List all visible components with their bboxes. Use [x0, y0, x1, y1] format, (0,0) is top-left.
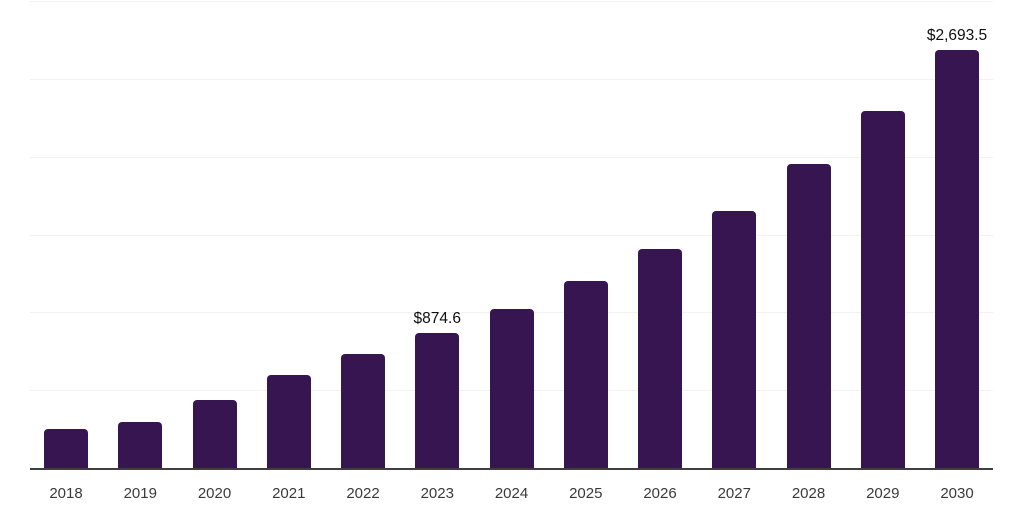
gridline-3000	[30, 1, 993, 2]
bar-slot-2029	[860, 2, 905, 469]
x-axis-tick-labels: 2018 2019 2020 2021 2022 2023 2024 2025 2026 2027…	[44, 482, 979, 506]
xtick-label-2018: 2018	[49, 485, 83, 502]
xtick-label-2029: 2029	[866, 485, 900, 502]
xtick-slot-2026: 2026	[638, 482, 682, 506]
bar-slot-2030: $2,693.5	[927, 2, 987, 469]
xtick-label-2023: 2023	[420, 485, 454, 502]
xtick-label-2028: 2028	[791, 485, 826, 502]
bar-slot-2022	[341, 2, 385, 469]
bar-2022[interactable]	[341, 354, 385, 469]
gridline-1500	[30, 234, 993, 236]
bar-2025[interactable]	[563, 281, 608, 469]
gridline-2500	[30, 78, 993, 80]
xtick-slot-2025: 2025	[564, 482, 608, 506]
data-label-2030: $2,693.5	[926, 27, 988, 45]
bar-2018[interactable]	[44, 429, 88, 469]
bar-slot-2026	[638, 2, 682, 469]
xtick-label-2019: 2019	[123, 485, 157, 502]
bar-2020[interactable]	[192, 400, 237, 469]
xtick-slot-2022: 2022	[341, 482, 385, 506]
xtick-label-2022: 2022	[346, 485, 380, 502]
bar-2024[interactable]	[489, 309, 534, 469]
xtick-label-2030: 2030	[940, 485, 974, 502]
xtick-slot-2020: 2020	[193, 482, 237, 506]
bar-2023[interactable]	[415, 332, 460, 469]
bar-slot-2023: $874.6	[413, 2, 461, 469]
bar-slot-2021	[266, 2, 311, 469]
bars-row: $874.6 $2,693.5	[44, 2, 987, 469]
xtick-label-2020: 2020	[197, 485, 232, 502]
plot-area: $874.6 $2,693.5	[30, 1, 993, 470]
data-label-2023: $874.6	[413, 310, 461, 328]
xtick-slot-2019: 2019	[118, 482, 162, 506]
bar-slot-2028	[786, 2, 831, 469]
xtick-slot-2023: 2023	[415, 482, 459, 506]
bar-2026[interactable]	[638, 249, 682, 469]
xtick-slot-2029: 2029	[861, 482, 905, 506]
x-axis-line	[30, 468, 993, 470]
xtick-label-2026: 2026	[643, 485, 677, 502]
xtick-slot-2018: 2018	[44, 482, 88, 506]
xtick-slot-2028: 2028	[787, 482, 831, 506]
xtick-label-2024: 2024	[494, 485, 529, 502]
bar-2028[interactable]	[786, 164, 831, 469]
xtick-label-2021: 2021	[272, 485, 306, 502]
xtick-slot-2027: 2027	[712, 482, 756, 506]
bar-2030[interactable]	[935, 49, 979, 469]
bar-slot-2019	[118, 2, 163, 469]
bar-slot-2018	[44, 2, 88, 469]
gridline-2000	[30, 156, 993, 158]
bar-2019[interactable]	[118, 421, 163, 469]
bar-2029[interactable]	[860, 111, 905, 469]
bar-slot-2027	[712, 2, 757, 469]
bar-2021[interactable]	[266, 374, 311, 469]
bar-slot-2025	[563, 2, 608, 469]
xtick-label-2027: 2027	[717, 485, 751, 502]
xtick-label-2025: 2025	[569, 485, 603, 502]
bar-slot-2020	[192, 2, 237, 469]
xtick-slot-2030: 2030	[935, 482, 979, 506]
bar-slot-2024	[489, 2, 534, 469]
xtick-slot-2024: 2024	[490, 482, 534, 506]
bar-2027[interactable]	[712, 210, 757, 469]
xtick-slot-2021: 2021	[267, 482, 311, 506]
